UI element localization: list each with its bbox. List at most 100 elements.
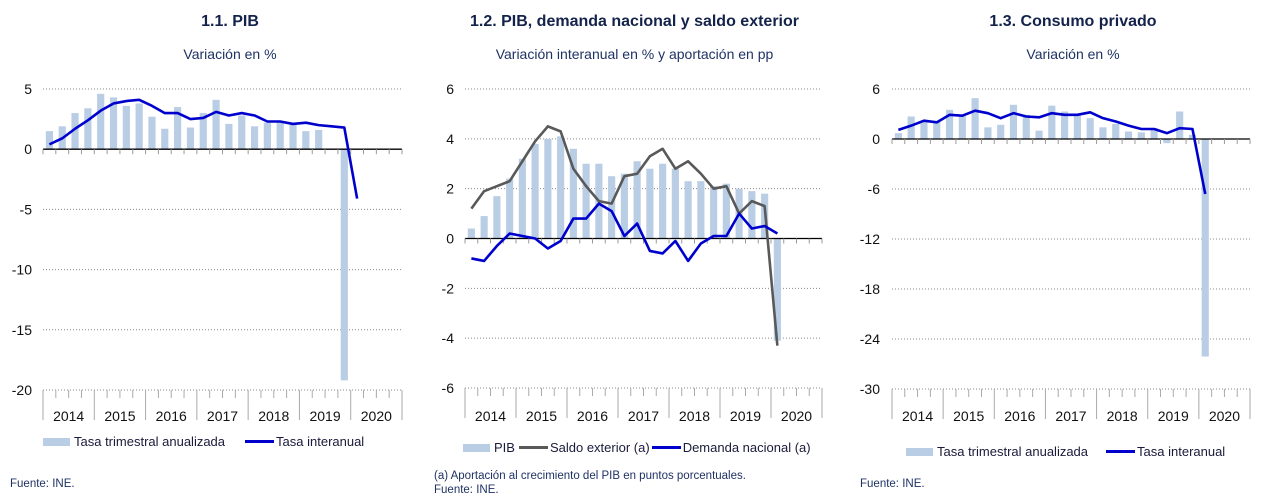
bar bbox=[506, 178, 514, 239]
y-tick-label: -2 bbox=[442, 280, 455, 296]
bar bbox=[186, 127, 195, 150]
legend-label: Tasa interanual bbox=[1137, 444, 1226, 459]
y-tick-label: -4 bbox=[442, 330, 455, 346]
source-note: Fuente: INE. bbox=[434, 484, 499, 496]
x-tick-label: 2014 bbox=[902, 408, 933, 424]
bar bbox=[646, 168, 654, 239]
y-tick-label: -6 bbox=[868, 181, 881, 197]
bar bbox=[659, 163, 667, 239]
bar bbox=[1201, 139, 1209, 357]
y-tick-label: 2 bbox=[446, 181, 454, 197]
x-tick-label: 2020 bbox=[361, 408, 392, 424]
chart-subtitle: Variación en % bbox=[183, 46, 277, 62]
bar bbox=[199, 113, 207, 150]
y-tick-label: 6 bbox=[446, 81, 454, 97]
bar bbox=[958, 115, 966, 139]
legend-item-bar: PIB bbox=[463, 440, 515, 455]
x-tick-label: 2017 bbox=[1055, 408, 1086, 424]
y-tick-label: -15 bbox=[12, 322, 32, 338]
bar bbox=[174, 107, 182, 150]
bar bbox=[907, 116, 915, 139]
legend-item-bar: Tasa trimestral anualizada bbox=[906, 444, 1088, 459]
bar bbox=[984, 127, 992, 139]
chart-subtitle: Variación en % bbox=[1026, 46, 1120, 62]
bar bbox=[1137, 132, 1145, 139]
series-line bbox=[48, 98, 359, 199]
legend-swatch-bar bbox=[463, 443, 490, 452]
chart-title: 1.3. Consumo privado bbox=[989, 13, 1157, 30]
source-note: Fuente: INE. bbox=[10, 478, 75, 490]
chart-legend: Tasa trimestral anualizada Tasa interanu… bbox=[43, 434, 378, 449]
bar bbox=[569, 148, 577, 239]
bar bbox=[276, 122, 284, 150]
chart-legend: Tasa trimestral anualizada Tasa interanu… bbox=[906, 444, 1239, 459]
bar bbox=[340, 149, 348, 381]
x-tick-label: 2017 bbox=[628, 408, 659, 424]
footnote: (a) Aportación al crecimiento del PIB en… bbox=[434, 469, 746, 497]
bar bbox=[1048, 105, 1056, 139]
bar bbox=[608, 176, 616, 239]
x-tick-label: 2014 bbox=[53, 408, 84, 424]
bar bbox=[697, 181, 705, 239]
x-tick-label: 2019 bbox=[309, 408, 340, 424]
y-tick-label: 4 bbox=[446, 131, 454, 147]
legend-label: Demanda nacional (a) bbox=[682, 440, 811, 455]
y-tick-label: 0 bbox=[24, 141, 32, 157]
bar bbox=[250, 126, 259, 150]
bar bbox=[671, 168, 679, 239]
legend-swatch-bar bbox=[906, 447, 933, 456]
bar bbox=[722, 183, 730, 239]
series-line bbox=[471, 202, 779, 263]
bar bbox=[467, 228, 475, 239]
source-note: Fuente: INE. bbox=[860, 478, 925, 490]
bar bbox=[773, 238, 781, 341]
bar bbox=[1163, 139, 1171, 144]
y-tick-label: -5 bbox=[20, 201, 33, 217]
bar bbox=[1176, 111, 1184, 139]
x-tick-label: 2019 bbox=[1158, 408, 1189, 424]
x-tick-label: 2018 bbox=[258, 408, 289, 424]
bar bbox=[748, 191, 756, 239]
bar bbox=[1099, 127, 1107, 139]
bar bbox=[945, 109, 954, 139]
bar bbox=[84, 108, 92, 150]
y-tick-label: 6 bbox=[872, 81, 880, 97]
legend-item-line: Tasa interanual bbox=[1106, 444, 1225, 459]
bar bbox=[238, 115, 246, 150]
y-tick-label: -18 bbox=[860, 281, 880, 297]
bar bbox=[225, 123, 233, 150]
bar bbox=[212, 99, 220, 150]
bar bbox=[1035, 130, 1043, 139]
legend-item-line: Tasa interanual bbox=[245, 434, 364, 449]
bar bbox=[1112, 124, 1120, 139]
y-tick-label: 5 bbox=[24, 81, 32, 97]
bar bbox=[302, 131, 310, 150]
legend-swatch-line bbox=[518, 446, 548, 449]
y-tick-label: 0 bbox=[446, 231, 454, 247]
bar bbox=[1009, 104, 1018, 139]
chart-subtitle: Variación interanual en % y aportación e… bbox=[495, 46, 774, 62]
bar bbox=[1188, 134, 1197, 139]
bar bbox=[557, 136, 565, 239]
bar bbox=[582, 163, 590, 239]
x-tick-label: 2018 bbox=[1107, 408, 1138, 424]
bar bbox=[531, 143, 539, 239]
series-line bbox=[897, 109, 1207, 195]
x-tick-label: 2016 bbox=[577, 408, 608, 424]
bar bbox=[45, 131, 54, 150]
chart-plot-pib: 5 0 -5 -10 -15 -20 2014 2015 2016 2017 2018 2019 202… bbox=[12, 81, 403, 424]
bar bbox=[480, 216, 488, 239]
bar bbox=[684, 181, 692, 239]
y-tick-label: 0 bbox=[872, 131, 880, 147]
bar bbox=[1086, 118, 1094, 139]
bar bbox=[493, 196, 501, 239]
bar bbox=[1022, 114, 1030, 139]
x-tick-label: 2019 bbox=[730, 408, 761, 424]
bar bbox=[109, 97, 118, 150]
bar bbox=[135, 103, 143, 150]
bar bbox=[122, 105, 130, 150]
x-tick-label: 2016 bbox=[156, 408, 187, 424]
legend-label: Tasa interanual bbox=[276, 434, 365, 449]
bar bbox=[920, 120, 928, 139]
x-tick-label: 2015 bbox=[526, 408, 557, 424]
